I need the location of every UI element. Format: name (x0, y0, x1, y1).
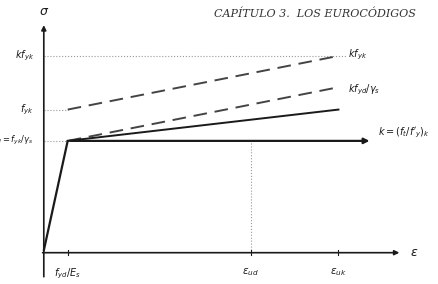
Text: $kf_{yk}$: $kf_{yk}$ (348, 48, 367, 62)
Text: $f_{yd}/E_s$: $f_{yd}/E_s$ (54, 266, 81, 281)
Text: CAPÍTULO 3.  LOS EUROCÓDIGOS: CAPÍTULO 3. LOS EUROCÓDIGOS (215, 9, 416, 19)
Text: $\varepsilon$: $\varepsilon$ (410, 246, 418, 259)
Text: $f_{yd}=f_{yk}/\gamma_s$: $f_{yd}=f_{yk}/\gamma_s$ (0, 134, 34, 147)
Text: $\sigma$: $\sigma$ (39, 5, 49, 18)
Text: $f_{yk}$: $f_{yk}$ (20, 102, 34, 117)
Text: $\varepsilon_{uk}$: $\varepsilon_{uk}$ (330, 266, 347, 278)
Text: $\varepsilon_{ud}$: $\varepsilon_{ud}$ (242, 266, 259, 278)
Text: $k=(f_t/f'_y)_k$: $k=(f_t/f'_y)_k$ (378, 126, 430, 140)
Text: $kf_{yk}$: $kf_{yk}$ (14, 49, 34, 63)
Text: $kf_{yd}/\gamma_s$: $kf_{yd}/\gamma_s$ (348, 82, 381, 97)
